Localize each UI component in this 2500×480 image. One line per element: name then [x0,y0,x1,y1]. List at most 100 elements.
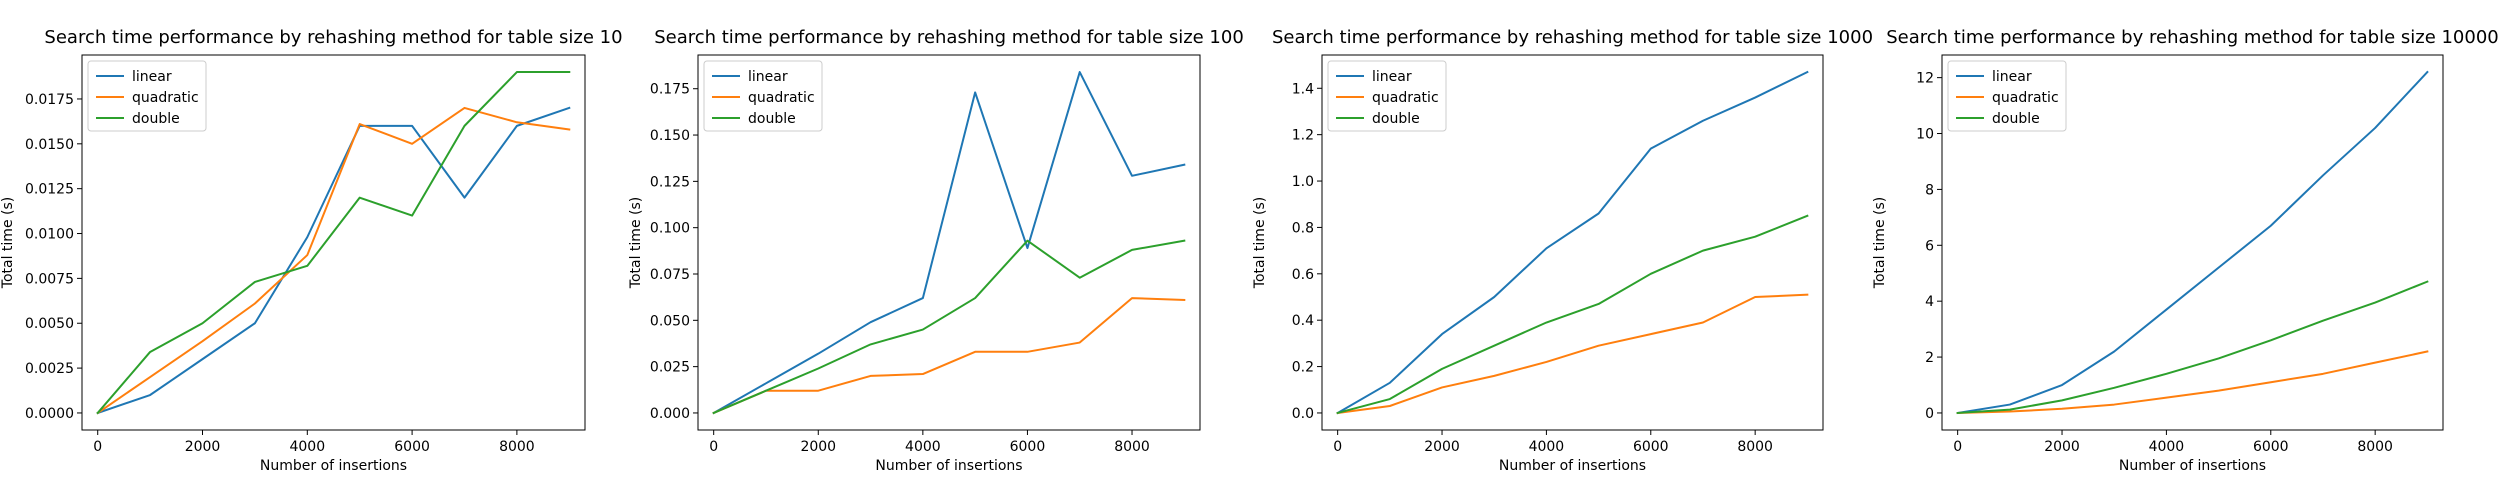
series-line-double [1956,280,2429,415]
y-tick-label: 4 [1925,294,1934,310]
y-tick-label: 0.2 [1292,360,1314,376]
y-tick-label: 1.0 [1292,174,1314,190]
x-axis-label: Number of insertions [2119,458,2266,474]
chart-title: Search time performance by rehashing met… [1272,27,1873,48]
legend-label-quadratic: quadratic [748,90,815,106]
y-tick-label: 0.0050 [25,316,74,332]
series-line-double [1336,214,1809,415]
chart-title: Search time performance by rehashing met… [1886,27,2499,48]
y-tick-label: 0.0 [1292,406,1314,422]
y-tick-label: 0.0150 [25,137,74,153]
axes-frame [81,54,586,431]
y-tick-label: 0.050 [650,313,690,329]
chart-panel-0: Search time performance by rehashing met… [0,27,623,474]
x-tick-label: 0 [93,439,102,455]
x-tick-label: 0 [709,439,718,455]
x-tick-label: 2000 [185,439,221,455]
chart-panel-2: Search time performance by rehashing met… [1252,27,1873,474]
series-line-linear [96,106,571,415]
legend: linear quadratic double [703,60,823,132]
y-tick-label: 8 [1925,182,1934,198]
legend-box [1947,60,2067,132]
x-axis-label: Number of insertions [875,458,1022,474]
y-tick-label: 0.0125 [25,182,74,198]
x-tick-label: 4000 [2149,439,2185,455]
chart-title: Search time performance by rehashing met… [44,27,622,48]
legend: linear quadratic double [87,60,207,132]
x-tick-label: 8000 [1114,439,1150,455]
y-tick-label: 0.0000 [25,406,74,422]
legend: linear quadratic double [1327,60,1447,132]
y-axis-label: Total time (s) [628,197,644,289]
axes-frame [1321,54,1824,431]
x-tick-label: 4000 [905,439,941,455]
chart-panel-3: Search time performance by rehashing met… [1872,27,2499,474]
y-tick-label: 0.025 [650,360,690,376]
y-tick-label: 0.0100 [25,227,74,243]
legend-label-quadratic: quadratic [1992,90,2059,106]
x-axis-label: Number of insertions [260,458,407,474]
axes-frame [697,54,1201,431]
series-line-quadratic [712,297,1186,415]
y-tick-label: 0.0075 [25,271,74,287]
legend-box [1327,60,1447,132]
y-tick-label: 1.4 [1292,81,1314,97]
y-tick-label: 0.6 [1292,267,1314,283]
legend-label-double: double [748,111,796,127]
y-tick-label: 0.075 [650,267,690,283]
x-tick-label: 6000 [394,439,430,455]
legend: linear quadratic double [1947,60,2067,132]
legend-label-linear: linear [748,69,788,85]
legend-label-quadratic: quadratic [1372,90,1439,106]
x-axis-label: Number of insertions [1499,458,1646,474]
y-tick-label: 0 [1925,406,1934,422]
y-tick-label: 0.100 [650,221,690,237]
legend-label-double: double [1992,111,2040,127]
series-line-double [712,239,1186,415]
y-tick-label: 0.0175 [25,92,74,108]
y-tick-label: 0.175 [650,82,690,98]
x-tick-label: 6000 [1010,439,1046,455]
x-tick-label: 2000 [1424,439,1460,455]
series-line-linear [1336,70,1809,415]
y-tick-label: 0.000 [650,406,690,422]
legend-label-linear: linear [1992,69,2032,85]
y-tick-label: 1.2 [1292,128,1314,144]
x-tick-label: 0 [1333,439,1342,455]
y-tick-label: 0.125 [650,174,690,190]
x-tick-label: 6000 [1633,439,1669,455]
x-tick-label: 6000 [2253,439,2289,455]
series-line-quadratic [1956,350,2429,414]
y-tick-label: 6 [1925,238,1934,254]
series-line-quadratic [96,106,571,415]
y-axis-label: Total time (s) [1872,197,1888,289]
x-tick-label: 8000 [2357,439,2393,455]
series-line-double [96,71,571,415]
y-axis-label: Total time (s) [0,197,16,289]
y-axis-label: Total time (s) [1252,197,1268,289]
y-tick-label: 2 [1925,350,1934,366]
legend-box [87,60,207,132]
x-tick-label: 8000 [1737,439,1773,455]
legend-label-double: double [132,111,180,127]
legend-label-double: double [1372,111,1420,127]
x-tick-label: 4000 [1529,439,1565,455]
y-tick-label: 0.0025 [25,361,74,377]
series-line-linear [712,71,1186,415]
legend-box [703,60,823,132]
chart-title: Search time performance by rehashing met… [654,27,1244,48]
series-line-quadratic [1336,293,1809,415]
y-tick-label: 10 [1916,127,1934,143]
x-tick-label: 2000 [2044,439,2080,455]
legend-label-linear: linear [132,69,172,85]
y-tick-label: 0.8 [1292,220,1314,236]
x-tick-label: 8000 [499,439,535,455]
legend-label-quadratic: quadratic [132,90,199,106]
y-tick-label: 12 [1916,71,1934,87]
chart-panel-1: Search time performance by rehashing met… [628,27,1244,474]
legend-label-linear: linear [1372,69,1412,85]
series-line-linear [1956,70,2429,415]
x-tick-label: 2000 [800,439,836,455]
y-tick-label: 0.150 [650,128,690,144]
